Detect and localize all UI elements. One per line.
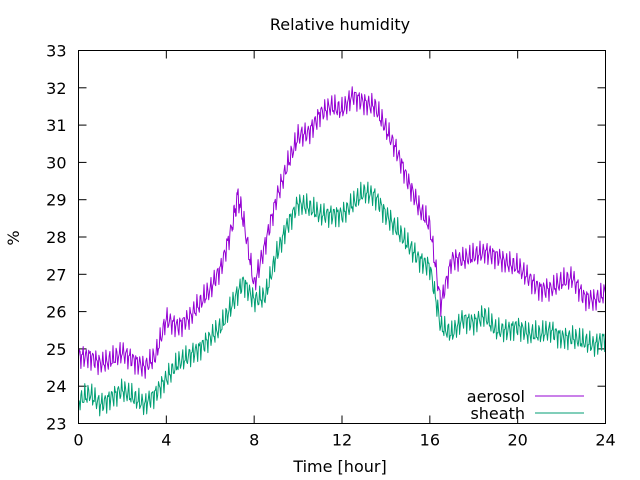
chart-title: Relative humidity <box>270 15 410 34</box>
x-tick-label: 4 <box>161 431 171 450</box>
x-tick-label: 0 <box>73 431 83 450</box>
series-lines <box>78 86 606 417</box>
plot-frame <box>78 50 606 424</box>
y-tick-label: 23 <box>46 415 66 434</box>
x-axis-label: Time [hour] <box>292 457 386 476</box>
legend-label-aerosol: aerosol <box>467 387 525 406</box>
series-line-sheath <box>78 181 606 417</box>
y-tick-label: 31 <box>46 116 66 135</box>
x-tick-label: 12 <box>332 431 352 450</box>
x-tick-label: 8 <box>249 431 259 450</box>
legend-label-sheath: sheath <box>470 404 525 423</box>
y-tick-label: 28 <box>46 228 66 247</box>
y-tick-label: 24 <box>46 377 66 396</box>
y-tick-label: 29 <box>46 191 66 210</box>
series-line-aerosol <box>78 86 606 379</box>
y-tick-label: 33 <box>46 42 66 61</box>
y-axis-label: % <box>4 230 23 245</box>
y-tick-label: 25 <box>46 340 66 359</box>
y-tick-label: 30 <box>46 153 66 172</box>
y-ticks: 23 24 25 26 27 28 29 30 31 32 33 <box>46 42 606 434</box>
y-tick-label: 27 <box>46 265 66 284</box>
x-tick-label: 20 <box>507 431 527 450</box>
x-tick-label: 16 <box>420 431 440 450</box>
y-tick-label: 26 <box>46 303 66 322</box>
y-tick-label: 32 <box>46 79 66 98</box>
x-tick-label: 24 <box>595 431 615 450</box>
